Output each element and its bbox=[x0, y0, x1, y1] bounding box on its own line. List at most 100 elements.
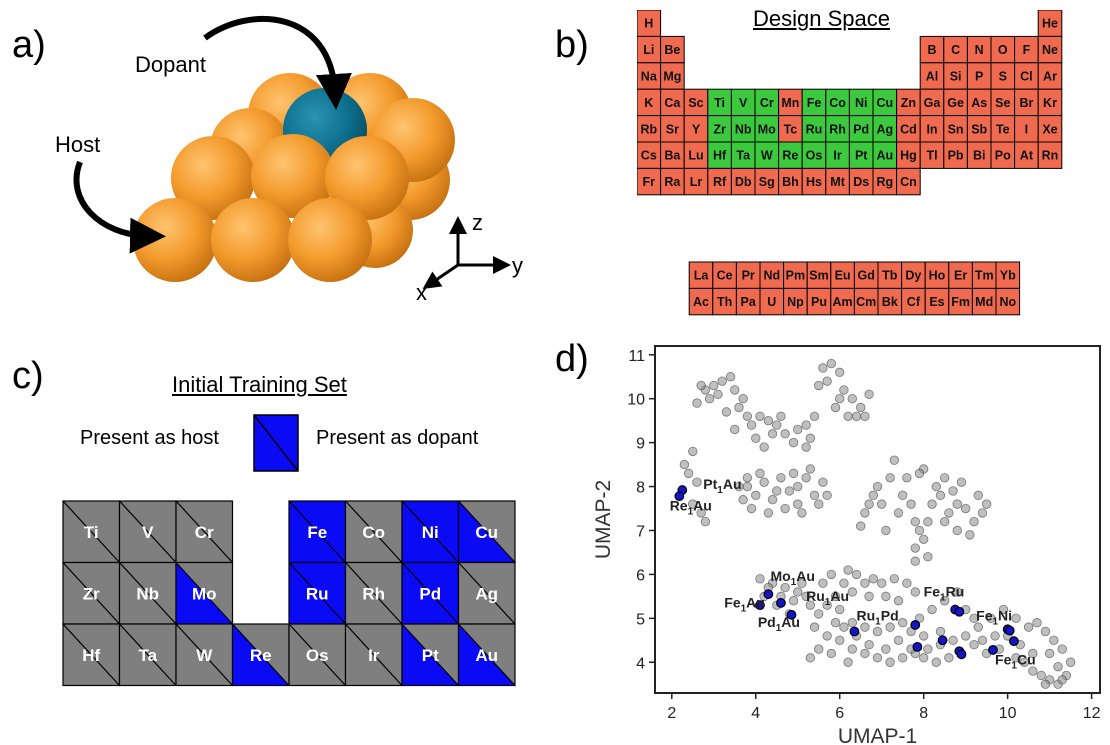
umap-point bbox=[856, 402, 866, 413]
element-symbol: Ta bbox=[138, 646, 157, 665]
umap-point bbox=[1028, 648, 1038, 659]
element-symbol: Ar bbox=[1043, 70, 1057, 84]
training-point bbox=[1004, 625, 1015, 636]
element-symbol: Hs bbox=[806, 175, 822, 189]
element-cell-no: No bbox=[995, 287, 1021, 316]
umap-point bbox=[784, 486, 795, 496]
element-cell-ge: Ge bbox=[943, 88, 968, 117]
umap-point bbox=[918, 653, 929, 663]
umap-point bbox=[788, 468, 799, 479]
umap-point bbox=[772, 486, 782, 496]
element-symbol: B bbox=[927, 43, 936, 57]
umap-point bbox=[835, 604, 845, 615]
element-symbol: Cd bbox=[900, 122, 917, 136]
umap-point bbox=[751, 490, 761, 501]
point-annotation: Fe1Ni bbox=[976, 608, 1012, 628]
y-tick-label: 5 bbox=[636, 611, 645, 628]
training-cell-re: Re bbox=[231, 623, 290, 687]
umap-point bbox=[738, 394, 748, 404]
element-symbol: He bbox=[1042, 17, 1058, 31]
element-cell-lr: Lr bbox=[683, 167, 709, 196]
umap-point bbox=[910, 587, 920, 597]
umap-point bbox=[780, 582, 790, 593]
panel-d-label: d) bbox=[555, 338, 589, 380]
legend-dopant-label: Present as dopant bbox=[316, 427, 479, 449]
element-symbol: Mg bbox=[663, 70, 681, 84]
element-symbol: Pt bbox=[422, 646, 439, 665]
umap-point bbox=[818, 363, 828, 373]
element-symbol: Os bbox=[806, 149, 823, 163]
training-point bbox=[937, 635, 948, 646]
umap-point bbox=[1057, 675, 1067, 685]
training-cell-pt: Pt bbox=[401, 623, 460, 687]
element-cell-ni: Ni bbox=[848, 88, 874, 117]
umap-point bbox=[826, 358, 837, 369]
umap-point bbox=[839, 578, 849, 588]
element-symbol: Yb bbox=[1000, 269, 1016, 283]
element-symbol: Nd bbox=[763, 269, 780, 283]
umap-point bbox=[809, 490, 820, 501]
point-annotation: Fe1Ru bbox=[924, 583, 965, 603]
element-symbol: Cm bbox=[856, 295, 876, 309]
umap-point bbox=[717, 376, 727, 386]
umap-scatter: 2 4 6 8 10 12 4 5 6 7 8 9 10 11 UMAP-1 UMAP-2 Pt1AuRe1Au… bbox=[592, 345, 1101, 745]
umap-point bbox=[688, 499, 698, 509]
element-symbol: Y bbox=[692, 122, 701, 136]
element-symbol: Th bbox=[717, 295, 732, 309]
element-cell-xe: Xe bbox=[1037, 115, 1063, 143]
umap-point bbox=[969, 516, 979, 527]
umap-point bbox=[822, 376, 832, 386]
umap-point bbox=[780, 429, 790, 439]
x-axis-label: UMAP-1 bbox=[838, 725, 917, 745]
element-cell-y: Y bbox=[683, 115, 709, 143]
umap-point bbox=[918, 631, 929, 641]
umap-point bbox=[826, 648, 837, 659]
element-cell-sg: Sg bbox=[754, 167, 780, 196]
umap-point bbox=[1053, 661, 1063, 672]
element-cell-cd: Cd bbox=[896, 115, 921, 143]
umap-point bbox=[835, 635, 845, 645]
x-tick-label: 12 bbox=[1083, 705, 1101, 722]
element-symbol: Li bbox=[643, 43, 654, 57]
element-symbol: Fe bbox=[307, 523, 327, 542]
element-cell-fr: Fr bbox=[637, 167, 662, 196]
host-atom bbox=[251, 134, 335, 218]
umap-point bbox=[830, 591, 841, 602]
umap-point bbox=[944, 653, 954, 663]
element-symbol: Rf bbox=[713, 175, 727, 189]
panel-b-label: b) bbox=[555, 24, 589, 66]
training-point bbox=[776, 598, 786, 608]
umap-point bbox=[876, 578, 887, 588]
host-atom bbox=[133, 198, 217, 282]
umap-point bbox=[914, 468, 925, 479]
umap-point bbox=[990, 631, 1000, 641]
axis-z-label: z bbox=[472, 210, 483, 235]
umap-point bbox=[809, 411, 820, 421]
element-symbol: C bbox=[951, 43, 960, 57]
element-cell-sb: Sb bbox=[966, 115, 992, 143]
element-symbol: Np bbox=[787, 295, 804, 309]
umap-point bbox=[797, 578, 807, 588]
umap-point bbox=[986, 613, 996, 624]
element-symbol: Cu bbox=[475, 523, 498, 542]
element-cell-ag: Ag bbox=[872, 115, 898, 143]
umap-point bbox=[805, 433, 816, 443]
element-symbol: Be bbox=[664, 43, 680, 57]
umap-point bbox=[952, 587, 962, 597]
element-symbol: Ga bbox=[924, 96, 942, 110]
point-annotation: Pd1Au bbox=[758, 614, 800, 634]
umap-point bbox=[805, 600, 816, 610]
element-cell-po: Po bbox=[990, 141, 1016, 169]
umap-point bbox=[746, 503, 757, 514]
panel-a-label: a) bbox=[12, 24, 46, 66]
element-cell-br: Br bbox=[1014, 88, 1039, 117]
umap-point bbox=[876, 499, 887, 509]
element-cell-pm: Pm bbox=[783, 261, 808, 289]
element-symbol: Bk bbox=[882, 295, 898, 309]
element-cell-tc: Tc bbox=[778, 115, 803, 143]
element-cell-rn: Rn bbox=[1037, 141, 1063, 169]
element-cell-kr: Kr bbox=[1037, 88, 1063, 117]
training-point bbox=[954, 606, 965, 617]
umap-point bbox=[1040, 626, 1051, 637]
element-symbol: Os bbox=[306, 646, 329, 665]
